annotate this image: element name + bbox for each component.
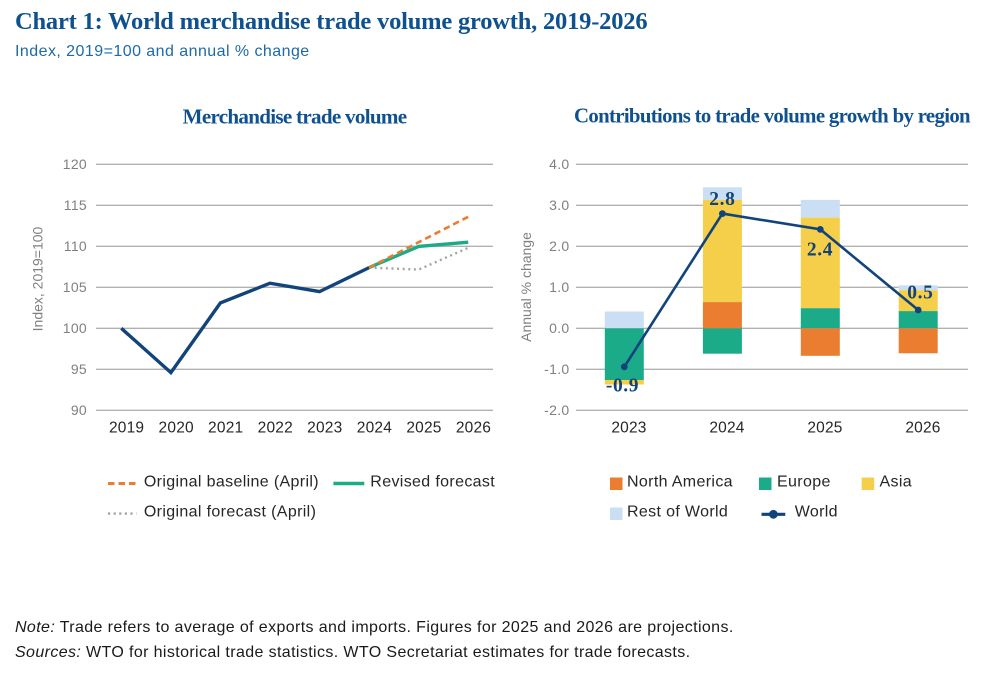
svg-text:World: World: [795, 504, 838, 521]
svg-text:0.0: 0.0: [549, 320, 569, 336]
svg-text:2.4: 2.4: [807, 240, 833, 261]
svg-text:2026: 2026: [456, 420, 491, 437]
svg-text:2021: 2021: [208, 420, 243, 437]
svg-text:-2.0: -2.0: [544, 402, 569, 418]
svg-text:2025: 2025: [406, 420, 441, 437]
svg-text:-1.0: -1.0: [544, 361, 569, 377]
svg-text:Sources: WTO for historical tr: Sources: WTO for historical trade statis…: [15, 644, 690, 661]
svg-text:Index, 2019=100: Index, 2019=100: [30, 226, 46, 331]
svg-text:2019: 2019: [109, 420, 144, 437]
svg-text:-0.9: -0.9: [606, 376, 639, 397]
svg-text:Asia: Asia: [880, 473, 913, 490]
svg-text:Note: Trade refers to average: Note: Trade refers to average of exports…: [15, 619, 734, 636]
svg-text:Rest of World: Rest of World: [627, 504, 728, 521]
svg-text:Chart 1: World merchandise tra: Chart 1: World merchandise trade volume …: [15, 8, 647, 35]
svg-text:90: 90: [71, 402, 87, 418]
svg-text:2024: 2024: [357, 420, 392, 437]
svg-text:105: 105: [63, 279, 87, 295]
svg-text:Original baseline (April): Original baseline (April): [144, 473, 319, 490]
svg-text:Contributions to trade volume: Contributions to trade volume growth by …: [574, 105, 971, 128]
svg-text:2022: 2022: [258, 420, 293, 437]
svg-text:2.0: 2.0: [549, 238, 569, 254]
svg-text:100: 100: [63, 320, 87, 336]
svg-text:2020: 2020: [159, 420, 194, 437]
svg-text:Merchandise trade volume: Merchandise trade volume: [183, 105, 407, 129]
svg-text:110: 110: [64, 238, 87, 254]
svg-text:115: 115: [64, 197, 87, 213]
svg-text:2.8: 2.8: [709, 189, 735, 210]
svg-text:Annual % change: Annual % change: [518, 232, 534, 342]
svg-text:1.0: 1.0: [549, 279, 569, 295]
svg-text:2023: 2023: [611, 420, 646, 437]
svg-text:0.5: 0.5: [907, 283, 933, 304]
svg-text:North America: North America: [627, 473, 733, 490]
svg-text:120: 120: [63, 156, 87, 172]
svg-text:3.0: 3.0: [549, 197, 569, 213]
svg-text:95: 95: [71, 361, 87, 377]
svg-text:2026: 2026: [905, 420, 940, 437]
svg-text:Original forecast (April): Original forecast (April): [144, 504, 316, 521]
svg-text:2023: 2023: [307, 420, 342, 437]
svg-text:4.0: 4.0: [549, 156, 569, 172]
svg-text:2025: 2025: [807, 420, 842, 437]
svg-text:Revised forecast: Revised forecast: [370, 473, 495, 490]
svg-text:2024: 2024: [709, 420, 744, 437]
svg-text:Europe: Europe: [777, 473, 831, 490]
svg-text:Index, 2019=100 and annual % c: Index, 2019=100 and annual % change: [15, 43, 310, 60]
